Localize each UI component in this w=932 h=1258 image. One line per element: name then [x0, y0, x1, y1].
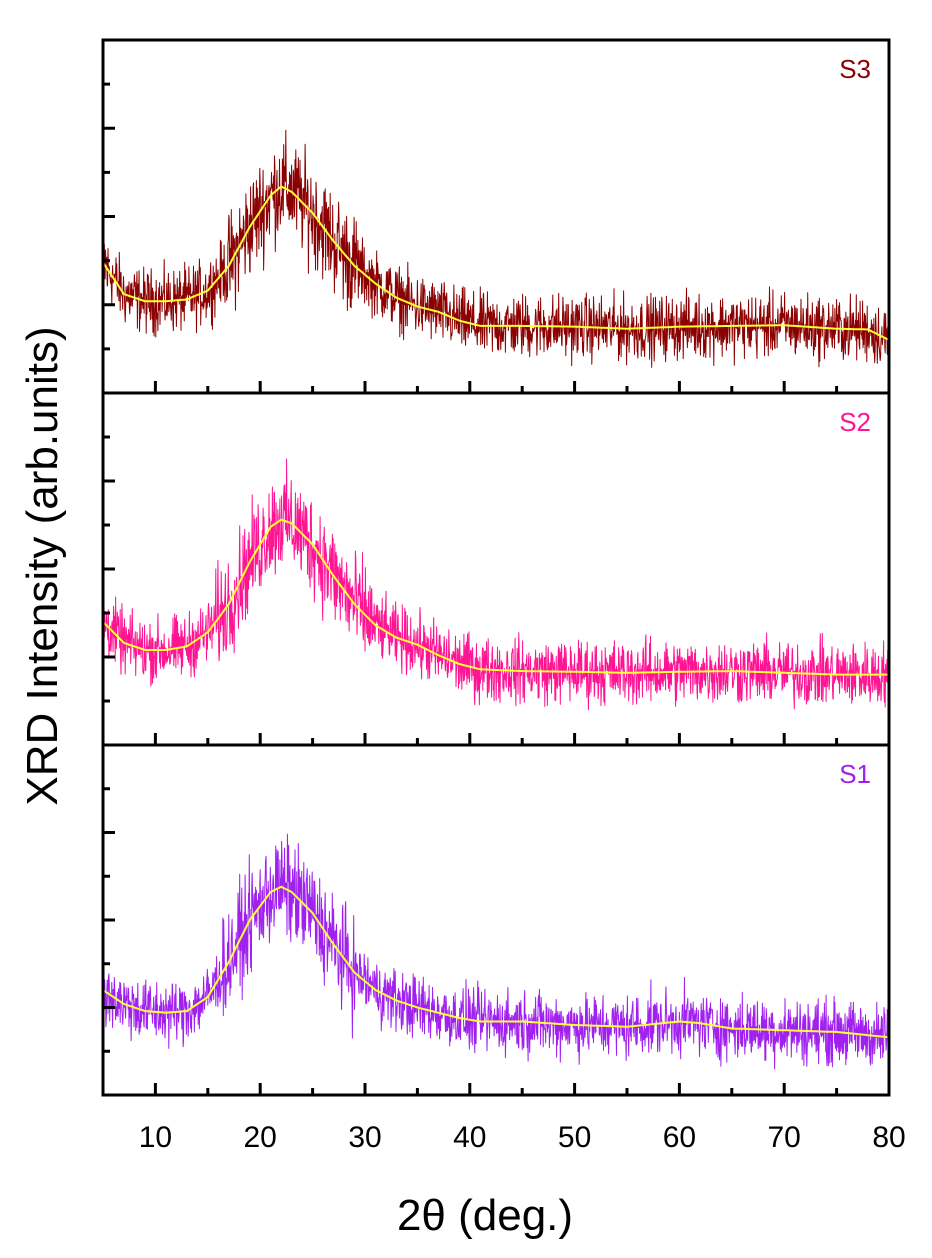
raw-trace-s1 — [102, 833, 890, 1070]
x-tick-label: 10 — [139, 1121, 172, 1154]
panel-label-s2: S2 — [839, 407, 871, 437]
panel-s2: S2 — [102, 407, 890, 711]
raw-trace-s3 — [102, 129, 890, 368]
x-tick-label: 80 — [872, 1121, 905, 1154]
x-tick-label: 50 — [558, 1121, 591, 1154]
y-axis-label: XRD Intensity (arb.units) — [18, 326, 67, 805]
panel-label-s1: S1 — [839, 759, 871, 789]
raw-trace-s2 — [102, 458, 890, 711]
panel-label-s3: S3 — [839, 54, 871, 84]
x-tick-label: 70 — [768, 1121, 801, 1154]
x-tick-label: 20 — [244, 1121, 277, 1154]
panels-layer: S3 S2 S1 — [102, 54, 890, 1070]
x-tick-label: 60 — [663, 1121, 696, 1154]
x-tick-label: 40 — [453, 1121, 486, 1154]
x-axis-label: 2θ (deg.) — [397, 1191, 573, 1240]
x-tick-label: 30 — [348, 1121, 381, 1154]
panel-s3: S3 — [102, 54, 890, 368]
fit-curve-s2 — [102, 518, 889, 676]
fit-curve-s1 — [102, 885, 890, 1039]
panel-s1: S1 — [102, 759, 890, 1070]
frame-layer: 10 20 30 40 50 60 70 80 — [101, 38, 906, 1154]
fit-curve-s3 — [102, 185, 890, 341]
